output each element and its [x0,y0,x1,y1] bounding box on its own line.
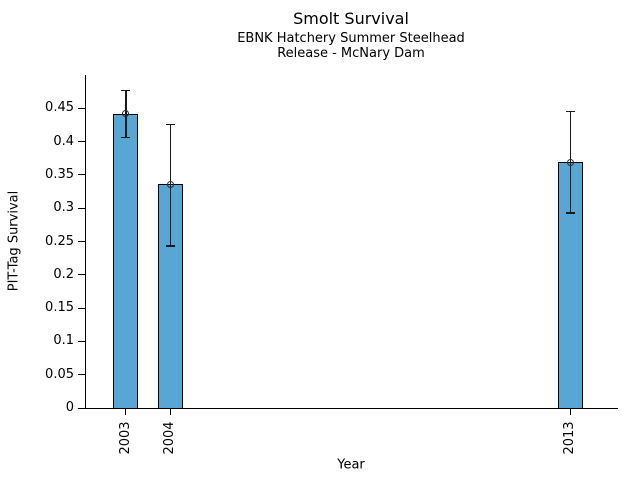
y-tick-mark [78,241,85,242]
y-tick-label: 0.35 [45,166,74,182]
y-tick-mark [78,407,85,409]
y-tick-mark [78,374,85,376]
data-point-marker [122,110,130,118]
y-tick-label: 0.1 [53,333,74,349]
y-tick-label: 0.25 [45,233,74,249]
x-tick-label: 2003 [117,421,133,455]
y-tick-label: 0.05 [45,366,74,382]
error-bar-cap-top [565,110,575,113]
y-tick-label: 0.2 [53,266,74,282]
x-tick-mark [125,409,127,415]
error-bar-cap-bottom [121,136,131,139]
y-tick-label: 0.15 [45,300,74,316]
chart-subtitle-line1: EBNK Hatchery Summer Steelhead [237,31,465,46]
error-bar-cap-top [121,89,131,92]
error-bar-cap-bottom [165,245,175,247]
y-tick-label: 0.3 [53,200,74,216]
y-axis-label: PIT-Tag Survival [6,190,22,292]
y-tick-mark [78,107,85,109]
y-tick-mark [78,274,85,276]
y-tick-mark [78,141,85,143]
y-tick-label: 0 [65,400,74,415]
y-tick-label: 0.45 [45,100,74,116]
x-tick-label: 2013 [562,421,578,455]
chart-subtitle-line2: Release - McNary Dam [277,46,425,61]
data-point-marker [166,180,174,188]
x-axis-spine [85,408,618,409]
x-tick-mark [569,409,571,415]
x-tick-label: 2004 [162,421,178,455]
x-tick-mark [169,409,171,415]
y-tick-mark [78,207,85,209]
y-tick-mark [78,174,85,176]
bar-2003 [113,113,139,409]
y-axis-spine [85,75,86,409]
y-tick-mark [78,307,85,309]
y-tick-label: 0.4 [53,133,74,149]
error-bar-cap-top [165,123,175,126]
chart-title: Smolt Survival [293,9,409,28]
data-point-marker [566,158,574,166]
y-tick-mark [78,340,85,342]
x-axis-label: Year [337,457,365,473]
error-bar-cap-bottom [565,212,575,214]
